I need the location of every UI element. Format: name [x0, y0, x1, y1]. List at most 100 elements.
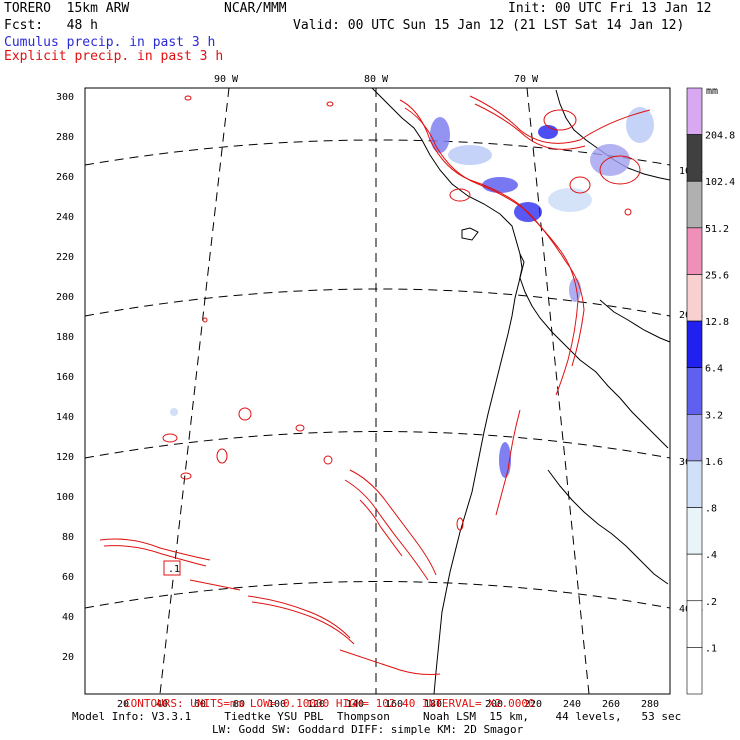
cumulus-cell — [548, 188, 592, 212]
x-tick: 60 — [194, 699, 206, 710]
country-border-3 — [599, 299, 671, 343]
init-time: Init: 00 UTC Fri 13 Jan 12 — [508, 1, 712, 16]
y-tick: 80 — [62, 532, 74, 543]
contour — [326, 101, 334, 107]
map-frame — [84, 87, 671, 695]
country-border-4 — [547, 469, 669, 585]
x-tick: 40 — [156, 699, 168, 710]
y-tick: 160 — [56, 372, 74, 383]
colorbar-cell — [686, 600, 703, 648]
colorbar-label: 102.4 — [705, 177, 735, 188]
colorbar-cell — [686, 647, 703, 695]
contour — [624, 208, 632, 216]
contour — [189, 579, 241, 591]
y-tick: 220 — [56, 252, 74, 263]
contour — [495, 409, 521, 516]
cumulus-cell — [590, 144, 630, 176]
colorbar-label: 12.8 — [705, 317, 729, 328]
cumulus-cell — [482, 177, 518, 193]
colorbar-cell — [686, 274, 703, 322]
contour — [323, 455, 333, 465]
x-tick: 20 — [117, 699, 129, 710]
parallel-10s — [84, 139, 671, 166]
contour — [162, 433, 178, 443]
y-tick: 200 — [56, 292, 74, 303]
contour — [295, 424, 305, 432]
colorbar-label: .4 — [705, 550, 717, 561]
contour — [599, 155, 641, 185]
x-tick: 200 — [485, 699, 503, 710]
x-axis-ticks: 20 40 60 80 100 120 140 160 180 200 220 … — [117, 699, 659, 710]
contour — [555, 249, 579, 396]
colorbar-unit: mm — [706, 86, 718, 97]
colorbar-label: .8 — [705, 504, 717, 515]
colorbar-cell — [686, 507, 703, 555]
field-explicit-label: Explicit precip. in past 3 h — [4, 49, 224, 64]
x-tick: 160 — [385, 699, 403, 710]
colorbar-cell — [686, 87, 703, 135]
contour — [216, 448, 228, 464]
colorbar-cell — [686, 414, 703, 462]
contour-label-box — [163, 560, 181, 576]
colorbar-cell — [686, 320, 703, 368]
field-cumulus-label: Cumulus precip. in past 3 h — [4, 35, 216, 50]
cumulus-cell — [626, 107, 654, 143]
contour — [238, 407, 252, 421]
colorbar-label: 1.6 — [705, 457, 723, 468]
colorbar-label: 51.2 — [705, 224, 729, 235]
contour — [456, 517, 464, 531]
y-tick: 100 — [56, 492, 74, 503]
lon-label-70w: 70 W — [514, 74, 539, 85]
parallel-40s — [84, 581, 671, 609]
y-tick: 300 — [56, 92, 74, 103]
colorbar-cell — [686, 134, 703, 182]
contour — [569, 176, 591, 194]
contour-label: .1 — [168, 564, 180, 575]
y-tick: 240 — [56, 212, 74, 223]
x-tick: 180 — [424, 699, 442, 710]
x-tick: 80 — [233, 699, 245, 710]
y-axis-ticks: 300 280 260 240 220 200 180 160 140 120 … — [56, 92, 74, 663]
cumulus-cell — [448, 145, 492, 165]
colorbar-label: 204.8 — [705, 131, 735, 142]
contour — [339, 649, 441, 675]
model-info: Model Info: V3.3.1 Tiedtke YSU PBL Thomp… — [72, 710, 682, 723]
y-tick: 140 — [56, 412, 74, 423]
y-tick: 280 — [56, 132, 74, 143]
contour-info: CONTOURS: UNITS=mm LOW= 0.10000 HIGH= 10… — [124, 697, 535, 710]
contour — [344, 479, 429, 581]
colorbar-cell — [686, 460, 703, 508]
parallel-20s — [84, 288, 671, 317]
contour — [202, 317, 208, 323]
lon-label-80w: 80 W — [364, 74, 389, 85]
colorbar-cell — [686, 180, 703, 229]
colorbar: mm 204.8 102.4 51.2 25.6 12.8 6.4 3.2 1.6 .8 .4 .2… — [686, 86, 735, 695]
y-tick: 120 — [56, 452, 74, 463]
cumulus-precip-shading — [170, 107, 654, 478]
y-tick: 260 — [56, 172, 74, 183]
colorbar-label: .2 — [705, 597, 717, 608]
x-tick: 100 — [268, 699, 286, 710]
colorbar-cell — [686, 553, 703, 602]
colorbar-label: 25.6 — [705, 270, 729, 281]
meridian-90w — [159, 87, 230, 695]
contour — [565, 261, 585, 367]
contour — [474, 103, 586, 150]
colorbar-label: 3.2 — [705, 410, 723, 421]
colorbar-label: 6.4 — [705, 364, 723, 375]
contour — [469, 95, 651, 144]
colorbar-cell — [686, 367, 703, 415]
x-tick: 280 — [641, 699, 659, 710]
x-tick: 220 — [524, 699, 542, 710]
cumulus-cell — [538, 125, 558, 139]
cumulus-cell — [170, 408, 178, 416]
lake-titicaca — [461, 227, 479, 241]
x-tick: 240 — [563, 699, 581, 710]
y-tick: 180 — [56, 332, 74, 343]
contour — [251, 601, 355, 645]
source-label: NCAR/MMM — [224, 1, 287, 16]
x-tick: 120 — [307, 699, 325, 710]
contour — [103, 545, 207, 567]
colorbar-cell — [686, 227, 703, 275]
colorbar-label: .1 — [705, 643, 717, 654]
